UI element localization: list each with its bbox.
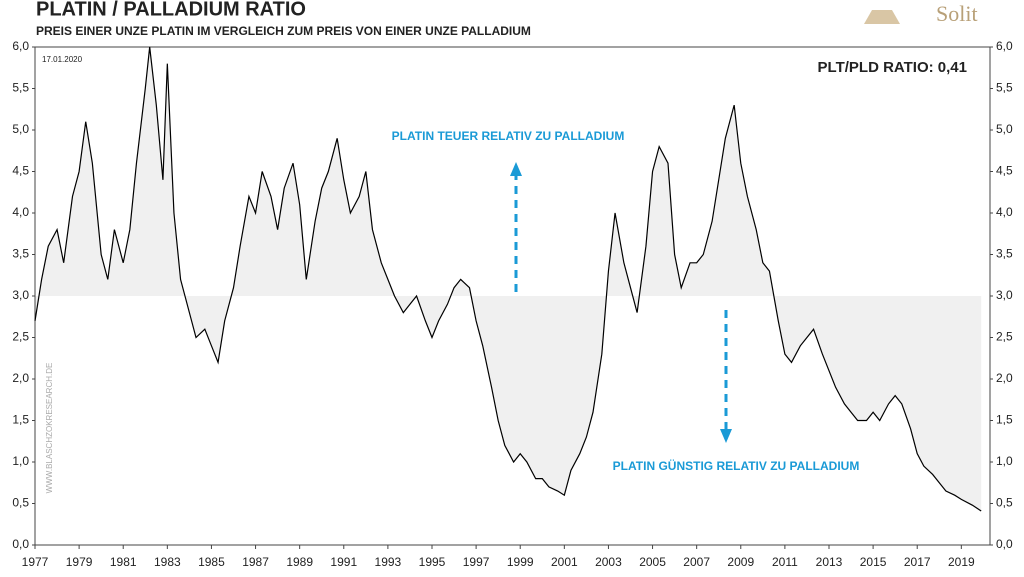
x-tick-label: 1987: [242, 555, 269, 569]
x-tick-label: 2007: [683, 555, 710, 569]
y-tick-label: 0,5: [12, 496, 29, 510]
chart-title: PLATIN / PALLADIUM RATIO: [36, 0, 306, 20]
y-tick-label: 4,0: [12, 205, 29, 219]
x-tick-label: 2019: [948, 555, 975, 569]
y-tick-label: 0,0: [12, 537, 29, 551]
x-tick-label: 2005: [639, 555, 666, 569]
x-tick-label: 2015: [860, 555, 887, 569]
x-tick-label: 1985: [198, 555, 225, 569]
y-tick-label: 3,0: [12, 288, 29, 302]
ratio-label: PLT/PLD RATIO: 0,41: [818, 59, 967, 76]
x-tick-label: 1989: [286, 555, 313, 569]
x-tick-label: 1997: [463, 555, 490, 569]
x-tick-label: 2013: [816, 555, 843, 569]
arrow-head: [720, 429, 732, 443]
y-tick-label: 1,5: [12, 413, 29, 427]
y2-tick-label: 0,0: [996, 537, 1013, 551]
watermark: WWW.BLASCHZOKRESEARCH.DE: [45, 363, 54, 494]
y2-tick-label: 3,0: [996, 288, 1013, 302]
x-tick-label: 2017: [904, 555, 931, 569]
x-tick-label: 1983: [154, 555, 181, 569]
arrow-head: [510, 162, 522, 176]
y2-tick-label: 2,0: [996, 371, 1013, 385]
y2-tick-label: 4,0: [996, 205, 1013, 219]
y-tick-label: 3,5: [12, 247, 29, 261]
x-tick-label: 2009: [727, 555, 754, 569]
logo: Solit: [936, 1, 978, 26]
annotation: PLATIN GÜNSTIG RELATIV ZU PALLADIUM: [613, 458, 860, 473]
x-tick-label: 2003: [595, 555, 622, 569]
y2-tick-label: 5,0: [996, 122, 1013, 136]
fill-area: [35, 47, 982, 511]
logo-icon: [864, 10, 900, 24]
y-tick-label: 6,0: [12, 39, 29, 53]
y2-tick-label: 0,5: [996, 496, 1013, 510]
x-tick-label: 1979: [66, 555, 93, 569]
x-tick-label: 2001: [551, 555, 578, 569]
ratio-line: [34, 46, 982, 512]
date-label: 17.01.2020: [42, 55, 83, 64]
x-tick-label: 1991: [330, 555, 357, 569]
y2-tick-label: 5,5: [996, 81, 1013, 95]
x-tick-label: 1995: [419, 555, 446, 569]
x-tick-label: 1981: [110, 555, 137, 569]
y-tick-label: 5,5: [12, 81, 29, 95]
y2-tick-label: 1,5: [996, 413, 1013, 427]
y2-tick-label: 6,0: [996, 39, 1013, 53]
y-tick-label: 5,0: [12, 122, 29, 136]
x-tick-label: 1977: [22, 555, 49, 569]
x-tick-label: 1999: [507, 555, 534, 569]
y2-tick-label: 2,5: [996, 330, 1013, 344]
plot-frame: [34, 46, 991, 546]
y2-tick-label: 3,5: [996, 247, 1013, 261]
y-tick-label: 4,5: [12, 164, 29, 178]
y-tick-label: 2,5: [12, 330, 29, 344]
y-tick-label: 2,0: [12, 371, 29, 385]
y2-tick-label: 4,5: [996, 164, 1013, 178]
chart-subtitle: PREIS EINER UNZE PLATIN IM VERGLEICH ZUM…: [36, 24, 531, 38]
y-tick-label: 1,0: [12, 454, 29, 468]
annotation: PLATIN TEUER RELATIV ZU PALLADIUM: [392, 129, 625, 143]
x-tick-label: 1993: [375, 555, 402, 569]
y2-tick-label: 1,0: [996, 454, 1013, 468]
x-tick-label: 2011: [772, 555, 798, 569]
